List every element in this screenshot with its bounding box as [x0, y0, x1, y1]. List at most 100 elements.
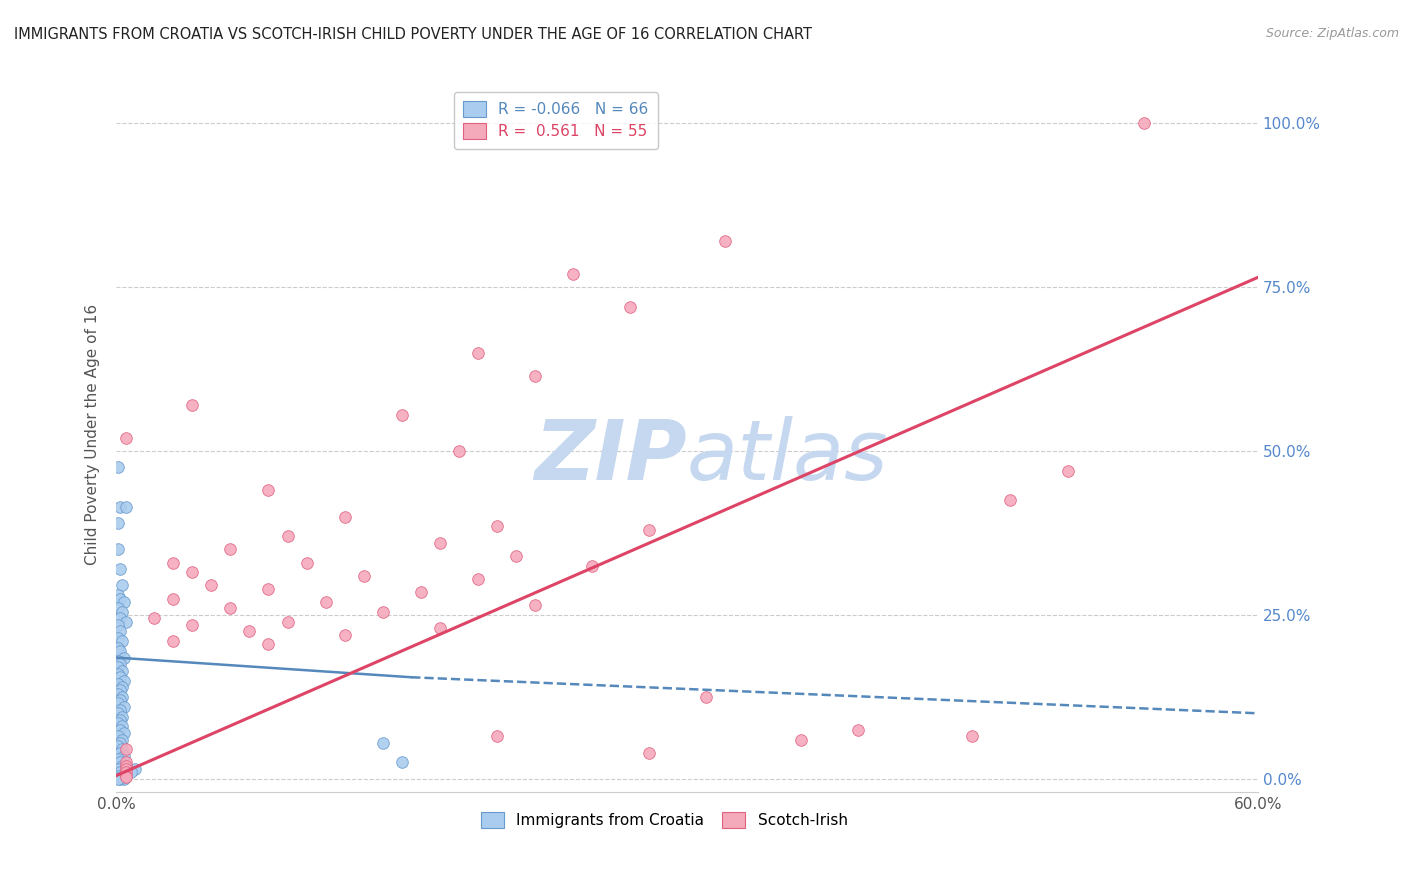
Point: [467, 572, 489, 586]
Point: [114, 758, 136, 772]
Point: [276, 615, 298, 629]
Point: [112, 772, 135, 786]
Point: [505, 549, 527, 563]
Point: [333, 627, 356, 641]
Point: [111, 719, 134, 733]
Point: [108, 772, 131, 786]
Point: [108, 736, 131, 750]
Point: [108, 693, 131, 707]
Point: [108, 683, 131, 698]
Point: [107, 460, 129, 475]
Point: [108, 624, 131, 639]
Y-axis label: Child Poverty Under the Age of 16: Child Poverty Under the Age of 16: [86, 304, 100, 566]
Point: [108, 644, 131, 658]
Point: [112, 650, 135, 665]
Point: [108, 723, 131, 737]
Point: [638, 523, 661, 537]
Point: [121, 765, 143, 780]
Point: [257, 483, 280, 498]
Point: [353, 568, 375, 582]
Point: [467, 345, 489, 359]
Point: [107, 667, 129, 681]
Point: [485, 519, 508, 533]
Point: [114, 770, 136, 784]
Point: [107, 631, 129, 645]
Point: [561, 267, 583, 281]
Point: [108, 500, 131, 514]
Point: [111, 578, 134, 592]
Point: [107, 768, 129, 782]
Point: [114, 615, 136, 629]
Point: [429, 536, 451, 550]
Text: atlas: atlas: [688, 416, 889, 497]
Point: [276, 529, 298, 543]
Point: [111, 709, 134, 723]
Point: [523, 598, 546, 612]
Point: [447, 444, 470, 458]
Point: [107, 516, 129, 531]
Point: [107, 677, 129, 691]
Point: [112, 726, 135, 740]
Point: [111, 634, 134, 648]
Point: [790, 732, 813, 747]
Point: [111, 758, 134, 772]
Point: [638, 746, 661, 760]
Point: [619, 300, 641, 314]
Point: [114, 500, 136, 514]
Text: ZIP: ZIP: [534, 416, 688, 497]
Point: [112, 673, 135, 688]
Point: [111, 605, 134, 619]
Point: [108, 611, 131, 625]
Point: [108, 562, 131, 576]
Point: [108, 765, 131, 780]
Point: [114, 768, 136, 782]
Point: [111, 732, 134, 747]
Point: [162, 591, 184, 606]
Point: [108, 756, 131, 770]
Point: [108, 591, 131, 606]
Point: [695, 690, 717, 704]
Point: [107, 762, 129, 776]
Point: [391, 756, 413, 770]
Point: [391, 408, 413, 422]
Point: [714, 235, 737, 249]
Point: [114, 762, 136, 776]
Point: [108, 670, 131, 684]
Point: [162, 556, 184, 570]
Point: [181, 617, 204, 632]
Point: [181, 566, 204, 580]
Point: [107, 601, 129, 615]
Point: [107, 716, 129, 731]
Point: [124, 762, 146, 776]
Point: [181, 398, 204, 412]
Point: [219, 601, 242, 615]
Point: [219, 542, 242, 557]
Point: [846, 723, 869, 737]
Point: [107, 729, 129, 743]
Point: [371, 736, 394, 750]
Point: [108, 657, 131, 672]
Point: [581, 558, 603, 573]
Point: [523, 368, 546, 383]
Legend: Immigrants from Croatia, Scotch-Irish: Immigrants from Croatia, Scotch-Irish: [475, 806, 853, 834]
Point: [107, 542, 129, 557]
Point: [111, 690, 134, 704]
Point: [429, 621, 451, 635]
Point: [107, 771, 129, 785]
Point: [107, 739, 129, 753]
Point: [315, 595, 337, 609]
Point: [114, 756, 136, 770]
Point: [1132, 116, 1154, 130]
Point: [107, 617, 129, 632]
Point: [111, 680, 134, 694]
Point: [112, 748, 135, 763]
Text: IMMIGRANTS FROM CROATIA VS SCOTCH-IRISH CHILD POVERTY UNDER THE AGE OF 16 CORREL: IMMIGRANTS FROM CROATIA VS SCOTCH-IRISH …: [14, 27, 813, 42]
Point: [108, 746, 131, 760]
Point: [111, 742, 134, 756]
Point: [1056, 464, 1078, 478]
Point: [108, 713, 131, 727]
Point: [114, 431, 136, 445]
Point: [200, 578, 222, 592]
Point: [114, 742, 136, 756]
Point: [107, 588, 129, 602]
